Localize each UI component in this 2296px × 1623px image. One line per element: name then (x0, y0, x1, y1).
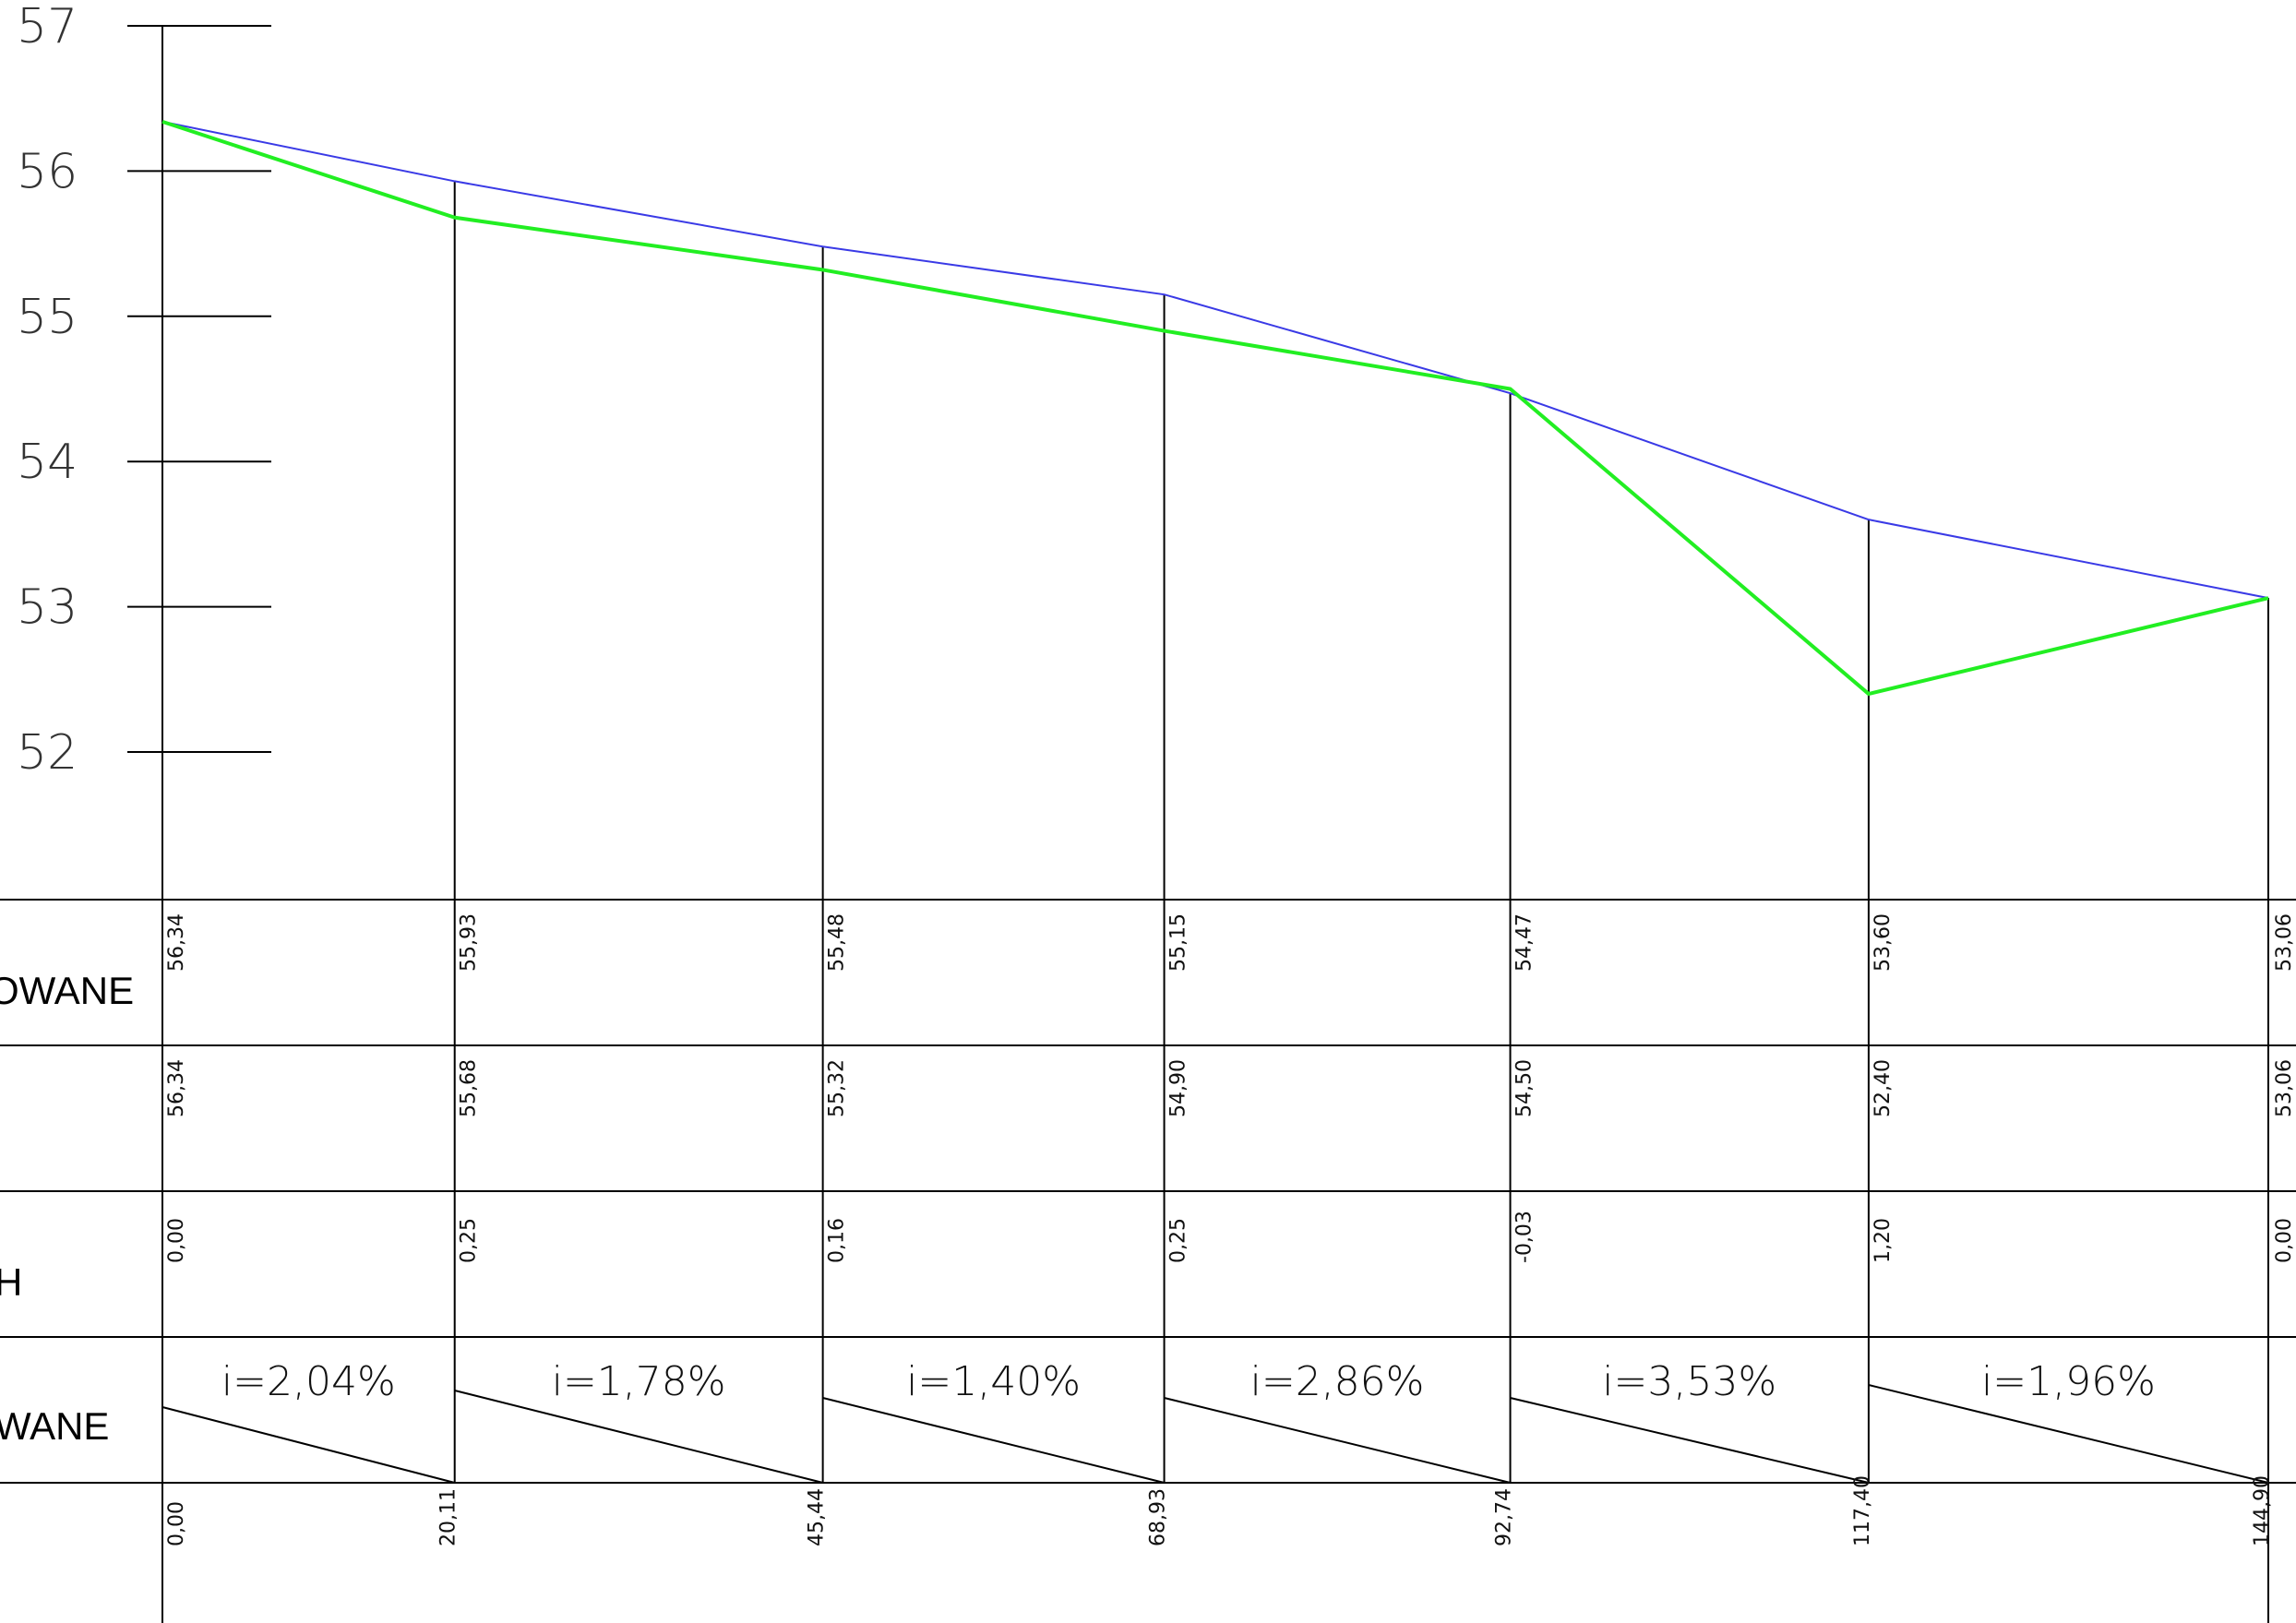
slope-label: i=2,86% (1250, 1358, 1425, 1405)
elevation-axis: 57 56 55 54 53 52 (17, 0, 271, 1623)
station-distance: 45,44 (806, 1488, 829, 1546)
slope-line (1164, 1397, 1511, 1484)
row-label: WANE (0, 1404, 109, 1448)
table-value: 54,47 (1513, 913, 1537, 972)
table-value: 54,50 (1513, 1059, 1537, 1117)
table-value: 55,15 (1167, 913, 1190, 972)
elevation-tick-label: 54 (17, 435, 78, 490)
table-value: 56,34 (165, 1059, 188, 1117)
slope-line (1510, 1397, 1870, 1484)
station-distance: 68,93 (1147, 1488, 1170, 1546)
table-value: 0,00 (2273, 1218, 2296, 1263)
table-value: 53,06 (2273, 1059, 2296, 1117)
row-label: H (0, 1260, 22, 1304)
slope-label: i=2,04% (221, 1358, 396, 1405)
table-value: 54,90 (1167, 1059, 1190, 1117)
slope-label: i=1,96% (1981, 1358, 2156, 1405)
table-value: 0,25 (458, 1218, 481, 1263)
slope-label: i=3,53% (1602, 1358, 1776, 1405)
slope-line (454, 1390, 823, 1484)
table-value: 55,68 (458, 1059, 481, 1117)
elevation-tick-label: 53 (17, 580, 78, 636)
table-value: 1,20 (1871, 1218, 1895, 1263)
row-label: OWANE (0, 969, 134, 1012)
slope-label: i=1,40% (906, 1358, 1081, 1405)
profile-lines (161, 119, 2269, 697)
table-value: 55,48 (826, 913, 849, 972)
design-profile-line (161, 119, 2269, 697)
station-distance: 144,90 (2251, 1475, 2274, 1546)
table-value: -0,03 (1513, 1211, 1537, 1263)
elevation-tick-label: 52 (17, 725, 78, 781)
slope-line (161, 1406, 455, 1484)
elevation-tick-label: 56 (17, 144, 78, 199)
table-value: 0,25 (1167, 1218, 1190, 1263)
slope-line (822, 1397, 1165, 1484)
profile-labels: 56,34 55,93 55,48 55,15 54,47 53,60 53,06 56,34… (165, 913, 2296, 1546)
table-value: 53,60 (1871, 913, 1895, 972)
station-distance: 0,00 (165, 1501, 188, 1546)
table-value: 0,00 (165, 1218, 188, 1263)
elevation-tick-label: 55 (17, 290, 78, 345)
table-value: 0,16 (826, 1218, 849, 1263)
table-value: 53,06 (2273, 913, 2296, 972)
profile-table: OWANE H WANE (0, 181, 2296, 1623)
table-value: 52,40 (1871, 1059, 1895, 1117)
table-value: 55,93 (458, 913, 481, 972)
slope-line (1868, 1384, 2269, 1484)
station-distance: 117,40 (1851, 1475, 1874, 1546)
terrain-profile-line (161, 120, 2269, 600)
station-distance: 92,74 (1493, 1488, 1516, 1546)
table-value: 55,32 (826, 1059, 849, 1117)
slope-label: i=1,78% (552, 1358, 726, 1405)
station-distance: 20,11 (437, 1488, 460, 1546)
elevation-tick-label: 57 (17, 0, 78, 54)
table-value: 56,34 (165, 913, 188, 972)
